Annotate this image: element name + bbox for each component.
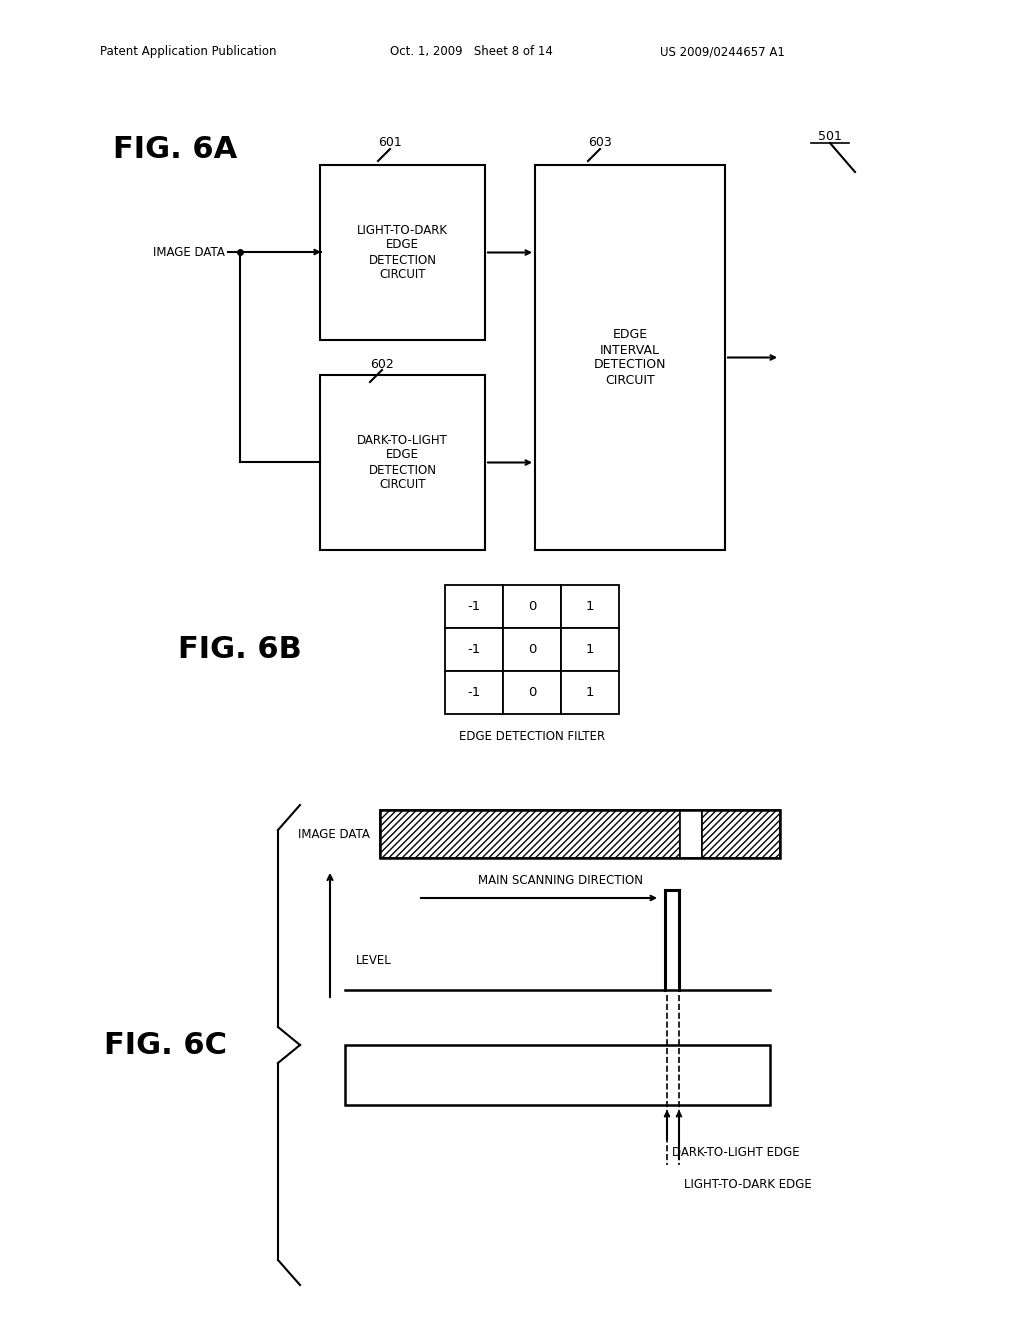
Text: 0: 0 (527, 643, 537, 656)
Text: LEVEL: LEVEL (356, 953, 392, 966)
Text: DARK-TO-LIGHT
EDGE
DETECTION
CIRCUIT: DARK-TO-LIGHT EDGE DETECTION CIRCUIT (357, 433, 447, 491)
Bar (561, 585, 618, 628)
Text: FIG. 6C: FIG. 6C (103, 1031, 226, 1060)
Text: -1: -1 (467, 643, 480, 656)
Bar (503, 671, 561, 714)
Text: 1: 1 (586, 686, 594, 700)
Bar (680, 810, 702, 858)
Bar (445, 671, 503, 714)
Bar (380, 810, 780, 858)
Text: LIGHT-TO-DARK EDGE: LIGHT-TO-DARK EDGE (684, 1179, 812, 1192)
Text: US 2009/0244657 A1: US 2009/0244657 A1 (660, 45, 784, 58)
Text: 601: 601 (378, 136, 401, 149)
Text: FIG. 6A: FIG. 6A (113, 136, 238, 165)
Bar (503, 585, 561, 628)
Bar (702, 810, 780, 858)
Bar (535, 165, 725, 550)
Text: EDGE
INTERVAL
DETECTION
CIRCUIT: EDGE INTERVAL DETECTION CIRCUIT (594, 329, 667, 387)
Bar (445, 585, 503, 628)
Text: 1: 1 (586, 643, 594, 656)
Text: -1: -1 (467, 686, 480, 700)
Bar (319, 165, 485, 341)
Text: LIGHT-TO-DARK
EDGE
DETECTION
CIRCUIT: LIGHT-TO-DARK EDGE DETECTION CIRCUIT (357, 223, 449, 281)
Bar (345, 1045, 770, 1105)
Text: EDGE DETECTION FILTER: EDGE DETECTION FILTER (459, 730, 605, 742)
Text: Patent Application Publication: Patent Application Publication (100, 45, 276, 58)
Text: IMAGE DATA: IMAGE DATA (298, 828, 370, 841)
Text: 0: 0 (527, 601, 537, 612)
Text: 602: 602 (370, 358, 394, 371)
Text: 1: 1 (586, 601, 594, 612)
Text: MAIN SCANNING DIRECTION: MAIN SCANNING DIRECTION (477, 874, 642, 887)
Bar (503, 628, 561, 671)
Text: DARK-TO-LIGHT EDGE: DARK-TO-LIGHT EDGE (672, 1146, 800, 1159)
Text: Oct. 1, 2009   Sheet 8 of 14: Oct. 1, 2009 Sheet 8 of 14 (390, 45, 553, 58)
Bar (561, 671, 618, 714)
Bar (319, 375, 485, 550)
Bar (380, 810, 680, 858)
Text: -1: -1 (467, 601, 480, 612)
Bar (561, 628, 618, 671)
Bar (445, 628, 503, 671)
Text: 603: 603 (588, 136, 612, 149)
Text: IMAGE DATA: IMAGE DATA (154, 246, 225, 259)
Text: 501: 501 (818, 131, 842, 144)
Text: 0: 0 (527, 686, 537, 700)
Text: FIG. 6B: FIG. 6B (178, 635, 302, 664)
